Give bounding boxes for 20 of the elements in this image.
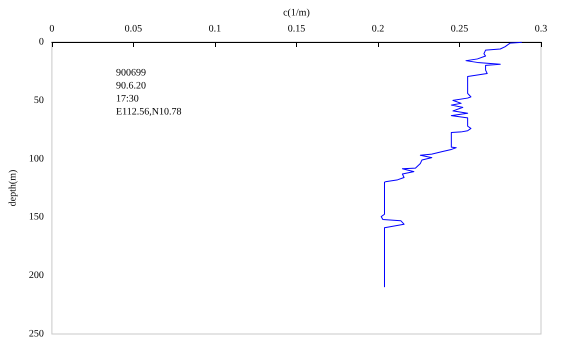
x-tick-label: 0.05: [124, 24, 142, 34]
annotation: E112.56,N10.78: [116, 106, 182, 118]
y-axis-title: depth(m): [8, 170, 18, 206]
x-axis-title: c(1/m): [283, 8, 310, 18]
y-tick-label: 150: [28, 212, 44, 223]
x-tick-label: 0.3: [534, 24, 548, 34]
x-tick-label: 0.25: [450, 24, 468, 34]
y-tick-label: 250: [28, 328, 44, 340]
y-tick-label: 200: [28, 270, 44, 282]
x-tick-label: 0.15: [288, 24, 306, 34]
annotation: 900699: [116, 68, 146, 78]
line-series: [380, 42, 522, 288]
x-tick-label: 0.2: [372, 24, 384, 34]
annotation: 17:30: [116, 94, 139, 104]
y-tick-label: 50: [34, 94, 44, 106]
x-tick-label: 0: [49, 24, 54, 34]
y-tick-label: 0: [38, 36, 44, 48]
y-tick-label: 100: [28, 153, 44, 164]
annotation: 90.6.20: [116, 80, 146, 92]
x-tick-label: 0.1: [208, 24, 222, 34]
